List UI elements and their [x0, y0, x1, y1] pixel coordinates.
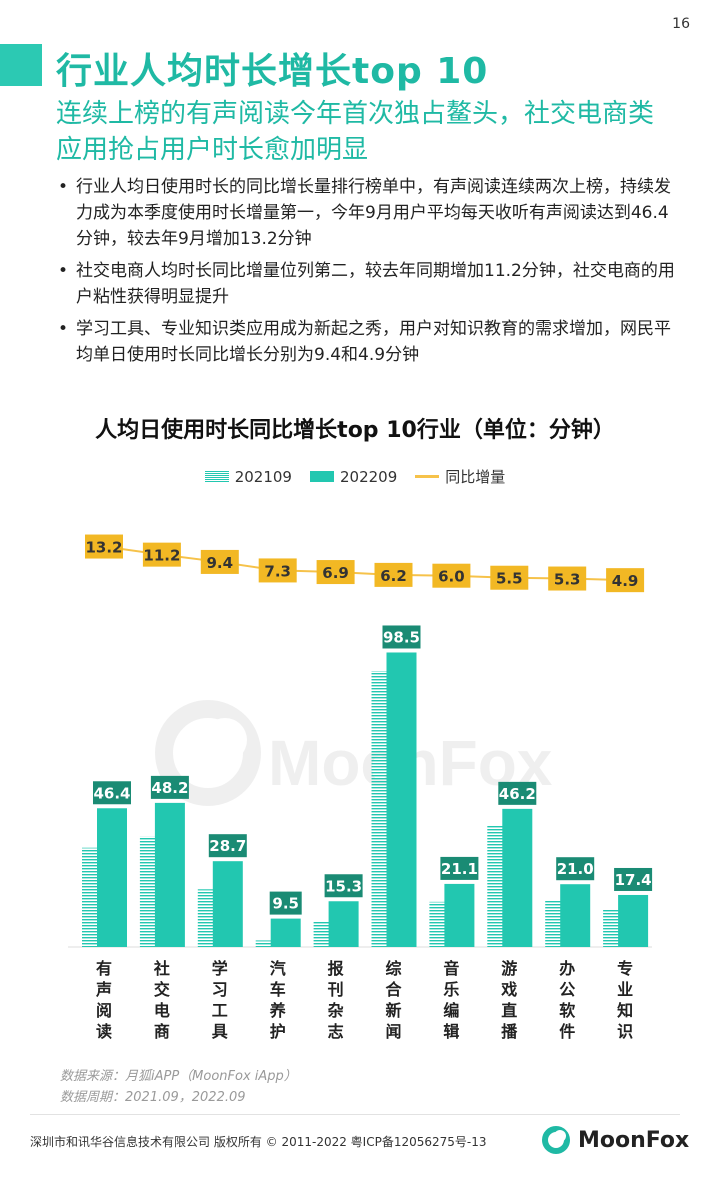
- bar-value-label-bg: [208, 834, 247, 858]
- bar-value-label: 21.0: [557, 860, 594, 878]
- bar-value-label-bg: [382, 625, 421, 649]
- growth-value-label: 6.9: [322, 564, 349, 582]
- legend-swatch-line: [415, 475, 440, 478]
- bar-value-label-bg: [614, 867, 653, 891]
- category-label: 汽车养护: [269, 959, 287, 1041]
- bar-value-label-bg: [556, 857, 595, 881]
- bar-202209: [560, 884, 591, 947]
- growth-value-label: 6.0: [438, 568, 465, 586]
- title-accent-block: [0, 44, 42, 86]
- bar-value-label-bg: [498, 781, 537, 805]
- bar-value-label: 46.2: [499, 785, 536, 803]
- bullet-item: 行业人均日使用时长的同比增长量排行榜单中，有声阅读连续两次上榜，持续发力成为本季…: [58, 174, 678, 252]
- bar-202209: [97, 808, 127, 947]
- bar-value-label-bg: [269, 891, 302, 915]
- growth-label-bg: [200, 549, 239, 574]
- bar-value-label: 28.7: [209, 837, 246, 855]
- category-label: 报刊杂志: [328, 959, 344, 1041]
- copyright-text: 深圳市和讯华谷信息技术有限公司 版权所有 © 2011-2022 粤ICP备12…: [30, 1135, 487, 1149]
- growth-label-bg: [316, 560, 355, 585]
- growth-label-bg: [258, 558, 297, 583]
- logo-text: MoonFox: [578, 1127, 690, 1153]
- category-label: 办公软件: [559, 959, 575, 1041]
- growth-label-bg: [85, 534, 123, 559]
- bar-202209: [618, 894, 649, 947]
- bar-202209: [502, 808, 533, 947]
- growth-value-label: 9.4: [207, 554, 234, 572]
- category-label: 综合新闻: [385, 959, 402, 1041]
- bar-value-label: 48.2: [151, 779, 188, 797]
- bar-202209: [212, 861, 243, 947]
- page-number: 16: [672, 16, 690, 32]
- growth-label-bg: [490, 565, 529, 590]
- bar-202209: [154, 802, 185, 947]
- category-label: 有声阅读: [95, 959, 112, 1041]
- legend-item-growth: 同比增量: [415, 466, 505, 487]
- bar-202209: [444, 883, 475, 947]
- bar-value-label-bg: [150, 775, 189, 799]
- legend-label: 202209: [339, 467, 398, 486]
- growth-label-bg: [606, 568, 645, 593]
- category-label: 学习工具: [212, 959, 228, 1041]
- bar-value-label-bg: [324, 874, 363, 898]
- bullet-item: 社交电商人均时长同比增量位列第二，较去年同期增加11.2分钟，社交电商的用户粘性…: [58, 258, 678, 310]
- bar-value-label-bg: [440, 856, 479, 880]
- source-line: 数据周期：2021.09，2022.09: [60, 1090, 246, 1105]
- chart-legend: 202109 202209 同比增量: [0, 466, 710, 487]
- growth-label-bg: [548, 566, 587, 591]
- bar-value-label: 9.5: [272, 895, 299, 913]
- growth-value-label: 11.2: [143, 547, 180, 565]
- page-subtitle: 连续上榜的有声阅读今年首次独占鳌头，社交电商类应用抢占用户时长愈加明显: [56, 99, 655, 165]
- bar-value-label: 21.1: [441, 860, 478, 878]
- moonfox-watermark: MoonFox: [155, 700, 553, 806]
- footer-divider: [30, 1114, 680, 1115]
- legend-label: 202109: [234, 467, 292, 486]
- category-label: 专业知识: [617, 959, 633, 1041]
- chart-title: 人均日使用时长同比增长top 10行业（单位：分钟）: [95, 418, 615, 443]
- growth-value-label: 4.9: [612, 572, 639, 590]
- growth-line: [103, 545, 626, 582]
- category-label: 游戏直播: [500, 959, 518, 1041]
- growth-value-label: 6.2: [380, 567, 407, 585]
- bar-value-label: 46.4: [93, 784, 130, 802]
- legend-swatch-solid: [309, 471, 334, 482]
- source-line: 数据来源：月狐iAPP（MoonFox iApp）: [60, 1069, 297, 1084]
- bar-value-label: 98.5: [383, 628, 420, 646]
- data-source: 数据来源：月狐iAPP（MoonFox iApp） 数据周期：2021.09，2…: [60, 1066, 297, 1108]
- growth-label-bg: [432, 563, 471, 588]
- bar-202209: [270, 918, 301, 947]
- growth-value-label: 5.5: [496, 570, 523, 588]
- bar-line-chart: MoonFox 46.4 48.2 28.7 9.5 15.3 98.5 21.1 46.2 2…: [68, 534, 653, 1041]
- page-title: 行业人均时长增长top 10: [56, 51, 489, 92]
- growth-label-bg: [374, 562, 413, 587]
- bullet-item: 学习工具、专业知识类应用成为新起之秀，用户对知识教育的需求增加，网民平均单日使用…: [58, 316, 678, 368]
- bullet-list: 行业人均日使用时长的同比增长量排行榜单中，有声阅读连续两次上榜，持续发力成为本季…: [58, 174, 678, 374]
- bar-202209: [328, 901, 359, 947]
- category-label: 社交电商: [153, 959, 170, 1041]
- moonfox-logo-icon: [542, 1126, 570, 1154]
- growth-value-label: 5.3: [554, 571, 581, 589]
- legend-item-202109: 202109: [204, 466, 292, 487]
- bar-value-label: 17.4: [615, 871, 652, 889]
- bar-value-label: 15.3: [325, 877, 362, 895]
- moonfox-logo: MoonFox: [540, 1124, 689, 1156]
- growth-label-bg: [142, 542, 181, 567]
- legend-item-202209: 202209: [309, 466, 398, 487]
- bar-value-label-bg: [93, 781, 131, 805]
- growth-value-label: 7.3: [264, 562, 291, 580]
- legend-swatch-striped: [204, 471, 229, 482]
- bar-202209: [386, 652, 417, 947]
- growth-value-label: 13.2: [85, 539, 122, 557]
- category-label: 音乐编辑: [443, 959, 459, 1041]
- legend-label: 同比增量: [445, 468, 506, 486]
